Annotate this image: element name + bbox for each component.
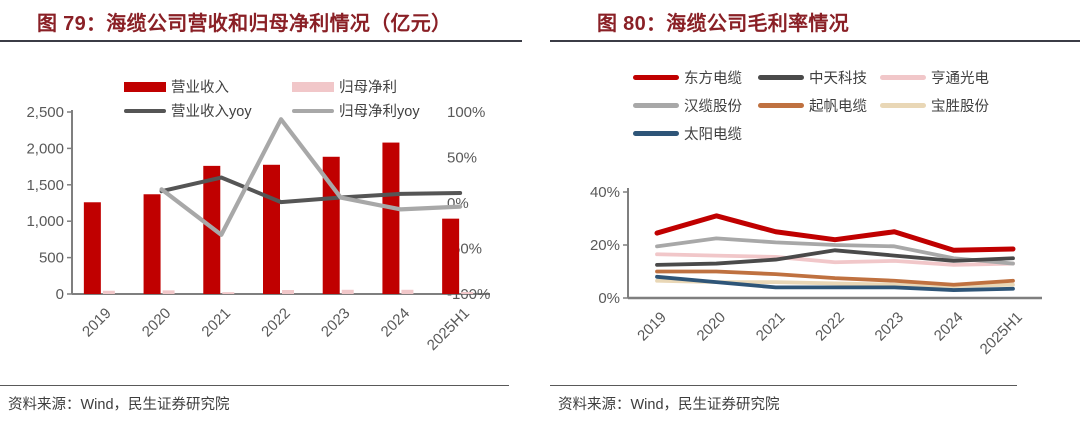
figure-80-source: 资料来源：Wind，民生证券研究院 (550, 385, 1017, 414)
legend-label-revenue: 营业收入 (171, 80, 229, 96)
legend-swatch-baosheng-shares (880, 103, 926, 108)
legend-swatch-revenue (124, 81, 166, 92)
legend-item-hanlan-shares: 汉缆股份 (633, 95, 742, 116)
legend-item-revenue: 营业收入 (124, 76, 229, 97)
figure-80-panel: 图 80：海缆公司毛利率情况 东方电缆 中天科技 亨通光电汉缆股份 起帆电缆 宝胜股份太… (550, 0, 1080, 426)
figure-79-source: 资料来源：Wind，民生证券研究院 (0, 385, 509, 414)
legend-item-taiyang-cable: 太阳电缆 (633, 123, 742, 144)
legend-label-baosheng-shares: 宝胜股份 (931, 99, 989, 115)
legend-item-net-profit: 归母净利 (292, 76, 397, 97)
legend-swatch-taiyang-cable (633, 131, 679, 136)
legend-label-net-profit: 归母净利 (339, 80, 397, 96)
legend-swatch-qifan-cable (758, 103, 804, 108)
figure-80-title: 图 80：海缆公司毛利率情况 (550, 0, 1080, 42)
figure-80-legend: 东方电缆 中天科技 亨通光电汉缆股份 起帆电缆 宝胜股份太阳电缆 (550, 42, 1080, 372)
legend-item-dongfang-cable: 东方电缆 (633, 67, 742, 88)
figure-79-legend: 营业收入 归母净利营业收入yoy 归母净利yoy (0, 42, 522, 372)
legend-swatch-net-profit (292, 81, 334, 92)
legend-swatch-net-profit-yoy (292, 108, 334, 113)
legend-item-baosheng-shares: 宝胜股份 (880, 95, 989, 116)
legend-label-net-profit-yoy: 归母净利yoy (339, 104, 420, 120)
figure-80-chart: 东方电缆 中天科技 亨通光电 汉缆股份 起帆电缆 宝胜股份 太阳电缆 40% 20% 0% 201… (550, 42, 1080, 372)
legend-label-qifan-cable: 起帆电缆 (809, 99, 867, 115)
legend-swatch-dongfang-cable (633, 75, 679, 80)
figure-79-title: 图 79：海缆公司营收和归母净利情况（亿元） (0, 0, 522, 42)
legend-item-hengtong-optic: 亨通光电 (880, 67, 989, 88)
legend-label-taiyang-cable: 太阳电缆 (684, 127, 742, 143)
legend-swatch-hengtong-optic (880, 75, 926, 80)
legend-label-zhongtian-tech: 中天科技 (809, 71, 867, 87)
legend-swatch-revenue-yoy (124, 108, 166, 113)
legend-label-hengtong-optic: 亨通光电 (931, 71, 989, 87)
legend-item-revenue-yoy: 营业收入yoy (124, 100, 252, 121)
legend-swatch-zhongtian-tech (758, 75, 804, 80)
legend-item-qifan-cable: 起帆电缆 (758, 95, 867, 116)
legend-swatch-hanlan-shares (633, 103, 679, 108)
legend-item-net-profit-yoy: 归母净利yoy (292, 100, 420, 121)
figure-79-panel: 图 79：海缆公司营收和归母净利情况（亿元） 营业收入 归母净利营业收入yoy 归母… (0, 0, 522, 426)
legend-label-dongfang-cable: 东方电缆 (684, 71, 742, 87)
legend-label-revenue-yoy: 营业收入yoy (171, 104, 252, 120)
figure-79-chart: 营业收入 归母净利 营业收入yoy 归母净利yoy 2,500 2,000 1,500 1,… (0, 42, 522, 372)
legend-label-hanlan-shares: 汉缆股份 (684, 99, 742, 115)
legend-item-zhongtian-tech: 中天科技 (758, 67, 867, 88)
